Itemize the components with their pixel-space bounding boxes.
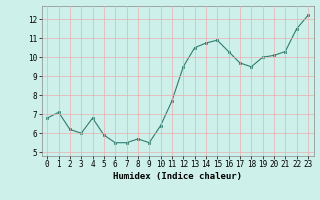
X-axis label: Humidex (Indice chaleur): Humidex (Indice chaleur) xyxy=(113,172,242,181)
